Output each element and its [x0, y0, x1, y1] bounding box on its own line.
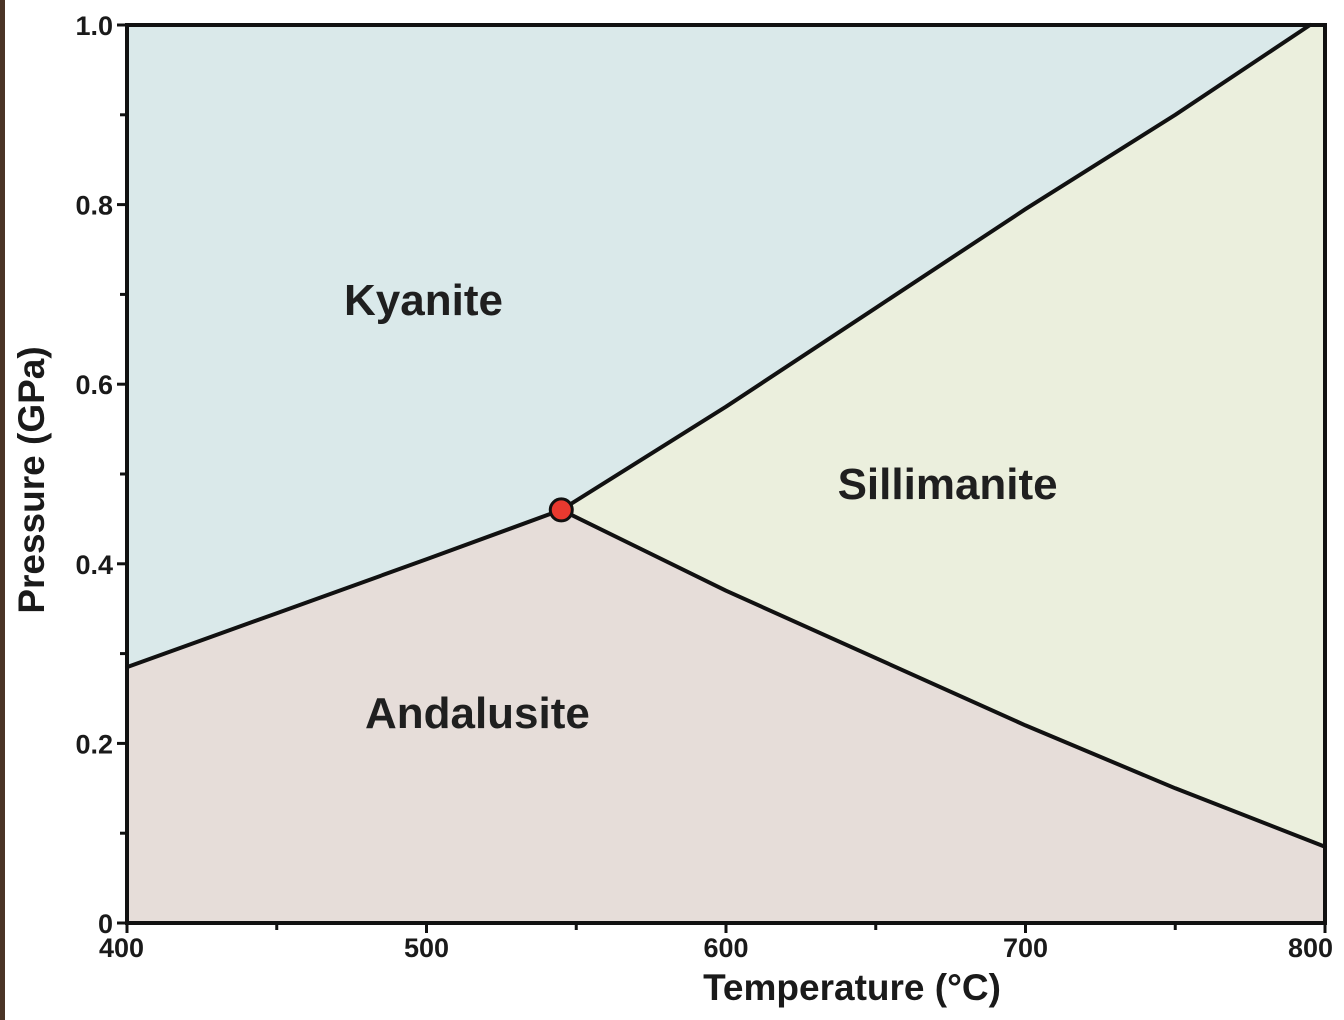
x-tick-labels: 400 500 600 700 800 — [99, 933, 1333, 963]
region-kyanite — [127, 25, 1325, 668]
region-label-kyanite: Kyanite — [344, 276, 503, 325]
boundary-kyanite-sillimanite — [559, 23, 1312, 512]
region-label-andalusite: Andalusite — [365, 689, 590, 738]
y-tick-label: 0.6 — [75, 370, 113, 400]
region-labels: Kyanite Sillimanite Andalusite — [344, 276, 1058, 738]
y-tick-label: 1.0 — [75, 11, 113, 41]
left-edge-strip — [0, 0, 5, 1020]
y-tick-label: 0 — [98, 909, 113, 939]
x-axis-title: Temperature (°C) — [703, 967, 1001, 1008]
phase-regions — [127, 25, 1325, 923]
phase-boundaries — [125, 23, 1327, 849]
triple-point-marker — [548, 497, 574, 523]
y-tick-label: 0.8 — [75, 191, 113, 221]
boundary-andalusite-sillimanite — [559, 507, 1327, 849]
x-tick-label: 700 — [1003, 933, 1048, 963]
axis-ticks — [117, 23, 1327, 933]
x-tick-label: 800 — [1288, 933, 1333, 963]
y-tick-label: 0.2 — [75, 729, 113, 759]
x-tick-label: 500 — [404, 933, 449, 963]
boundary-kyanite-andalusite — [125, 507, 564, 670]
region-andalusite — [127, 509, 1325, 923]
x-tick-label: 400 — [99, 933, 144, 963]
y-tick-label: 0.4 — [75, 550, 113, 580]
region-label-sillimanite: Sillimanite — [838, 460, 1058, 509]
region-sillimanite — [561, 25, 1325, 847]
x-tick-label: 600 — [703, 933, 748, 963]
y-axis-title: Pressure (GPa) — [11, 346, 52, 613]
y-tick-labels: 0 0.2 0.4 0.6 0.8 1.0 — [75, 11, 113, 939]
